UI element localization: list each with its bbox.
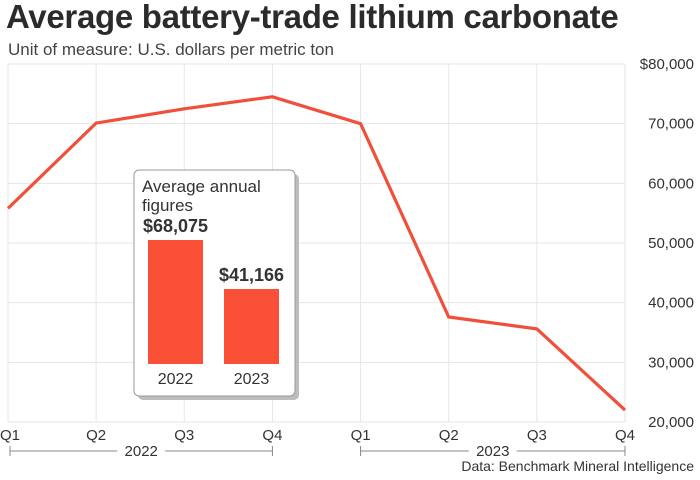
inset-bar-value-label: $41,166 [219,265,284,285]
inset-bar [148,240,203,364]
series-line [6,95,627,412]
y-axis-ticks: 20,000 30,000 40,000 50,000 60,000 70,000 $80,… [640,56,694,431]
inset-bar-category-label: 2022 [158,371,194,388]
year-brackets: 2022 2023 [9,443,626,460]
inset-title-line1: Average annual [142,177,261,196]
x-tick-label: Q2 [439,427,459,444]
x-tick-label: Q4 [615,427,635,444]
chart-subtitle: Unit of measure: U.S. dollars per metric… [8,40,334,59]
inset-title-line2: figures [142,196,193,215]
source-note: Data: Benchmark Mineral Intelligence [461,458,694,474]
x-tick-label: Q3 [174,427,194,444]
grid-lines [7,63,626,423]
x-tick-label: Q1 [351,427,371,444]
x-tick-label: Q1 [0,427,20,444]
y-tick-label: $80,000 [640,56,694,73]
chart-title: Average battery-trade lithium carbonate [6,0,619,35]
inset-bar-value-label: $68,075 [143,216,208,236]
y-tick-label: 70,000 [648,116,694,133]
y-tick-label: 60,000 [648,175,694,192]
series-line-layer [6,95,627,412]
y-tick-label: 50,000 [648,235,694,252]
year-label: 2022 [125,443,158,460]
inset-bar-category-label: 2023 [234,371,270,388]
inset-bar [224,289,279,364]
y-tick-label: 20,000 [648,414,694,431]
x-tick-label: Q2 [86,427,106,444]
year-label: 2023 [476,443,509,460]
x-tick-label: Q3 [527,427,547,444]
y-tick-label: 30,000 [648,354,694,371]
y-tick-label: 40,000 [648,295,694,312]
x-tick-label: Q4 [262,427,282,444]
x-axis-ticks: Q1 Q2 Q3 Q4 Q1 Q2 Q3 Q4 [0,427,635,444]
